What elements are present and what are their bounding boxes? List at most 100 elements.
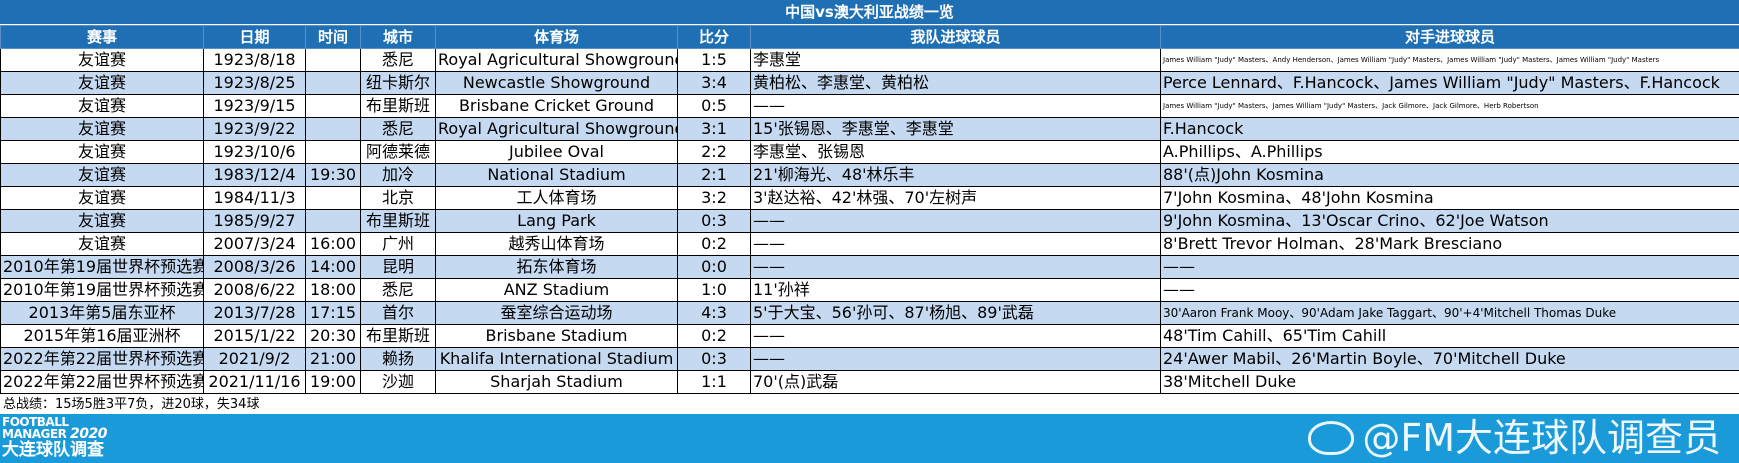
cell-opponent-scorers: James William "Judy" Masters、Andy Hender… xyxy=(1160,48,1739,72)
col-header-opponent-scorers: 对手进球球员 xyxy=(1160,25,1739,49)
table-row: 友谊赛 1985/9/27 布里斯班 Lang Park 0:3 —— 9'John Kos… xyxy=(0,209,1739,233)
cell-score: 1:5 xyxy=(677,48,751,72)
cell-score: 1:0 xyxy=(677,278,751,302)
logo-line1: FOOTBALL xyxy=(2,415,69,429)
cell-competition: 友谊赛 xyxy=(0,48,204,72)
cell-city: 悉尼 xyxy=(360,117,436,141)
cell-time: 14:00 xyxy=(305,255,361,279)
cell-competition: 友谊赛 xyxy=(0,140,204,164)
cell-stadium: Lang Park xyxy=(435,209,678,233)
cell-score: 0:0 xyxy=(677,255,751,279)
cell-opponent-scorers: —— xyxy=(1160,255,1739,279)
cell-date: 1984/11/3 xyxy=(203,186,306,210)
table-title: 中国vs澳大利亚战绩一览 xyxy=(0,0,1739,25)
cell-our-scorers: —— xyxy=(750,94,1161,118)
cell-time xyxy=(305,48,361,72)
col-header-city: 城市 xyxy=(360,25,436,49)
cell-opponent-scorers: 8'Brett Trevor Holman、28'Mark Bresciano xyxy=(1160,232,1739,256)
cell-competition: 2015年第16届亚洲杯 xyxy=(0,324,204,348)
cell-score: 0:2 xyxy=(677,324,751,348)
col-header-competition: 赛事 xyxy=(0,25,204,49)
cell-date: 2021/11/16 xyxy=(203,370,306,394)
cell-city: 沙迦 xyxy=(360,370,436,394)
cell-stadium: Brisbane Cricket Ground xyxy=(435,94,678,118)
logo-line3: 大连球队调查 xyxy=(2,440,104,460)
cell-stadium: Brisbane Stadium xyxy=(435,324,678,348)
cell-city: 首尔 xyxy=(360,301,436,325)
cell-stadium: Jubilee Oval xyxy=(435,140,678,164)
cell-time: 18:00 xyxy=(305,278,361,302)
cell-opponent-scorers: 24'Awer Mabil、26'Martin Boyle、70'Mitchel… xyxy=(1160,347,1739,371)
cell-our-scorers: 21'柳海光、48'林乐丰 xyxy=(750,163,1161,187)
cell-score: 3:2 xyxy=(677,186,751,210)
weibo-icon xyxy=(1308,420,1355,455)
cell-stadium: 工人体育场 xyxy=(435,186,678,210)
cell-our-scorers: —— xyxy=(750,209,1161,233)
cell-city: 布里斯班 xyxy=(360,209,436,233)
cell-our-scorers: —— xyxy=(750,255,1161,279)
cell-competition: 友谊赛 xyxy=(0,232,204,256)
table-row: 2013年第5届东亚杯 2013/7/28 17:15 首尔 蚕室综合运动场 4:3 5'于… xyxy=(0,301,1739,325)
cell-time xyxy=(305,71,361,95)
cell-stadium: Royal Agricultural Showground xyxy=(435,117,678,141)
table-row: 友谊赛 1983/12/4 19:30 加冷 National Stadium 2:1 21… xyxy=(0,163,1739,187)
cell-our-scorers: —— xyxy=(750,324,1161,348)
cell-our-scorers: 黄柏松、李惠堂、黄柏松 xyxy=(750,71,1161,95)
cell-date: 1923/9/15 xyxy=(203,94,306,118)
weibo-watermark: @FM大连球队调查员 xyxy=(1308,414,1721,463)
cell-time xyxy=(305,140,361,164)
cell-our-scorers: 5'于大宝、56'孙可、87'杨旭、89'武磊 xyxy=(750,301,1161,325)
summary-text: 总战绩：15场5胜3平7负，进20球，失34球 xyxy=(0,394,1739,416)
cell-time: 20:30 xyxy=(305,324,361,348)
cell-score: 3:4 xyxy=(677,71,751,95)
cell-city: 悉尼 xyxy=(360,48,436,72)
col-header-stadium: 体育场 xyxy=(435,25,678,49)
cell-date: 1923/8/18 xyxy=(203,48,306,72)
cell-opponent-scorers: Perce Lennard、F.Hancock、James William "J… xyxy=(1160,71,1739,95)
cell-competition: 2013年第5届东亚杯 xyxy=(0,301,204,325)
logo-line2: MANAGER 2020 xyxy=(2,427,108,441)
fm-logo: FOOTBALL MANAGER 2020 大连球队调查 xyxy=(2,415,108,460)
cell-our-scorers: 3'赵达裕、42'林强、70'左树声 xyxy=(750,186,1161,210)
cell-stadium: National Stadium xyxy=(435,163,678,187)
cell-competition: 友谊赛 xyxy=(0,186,204,210)
cell-date: 1983/12/4 xyxy=(203,163,306,187)
cell-opponent-scorers: 30'Aaron Frank Mooy、90'Adam Jake Taggart… xyxy=(1160,301,1739,325)
cell-competition: 友谊赛 xyxy=(0,117,204,141)
cell-our-scorers: 11'孙祥 xyxy=(750,278,1161,302)
logo-line2-text: MANAGER xyxy=(2,427,67,441)
cell-opponent-scorers: 38'Mitchell Duke xyxy=(1160,370,1739,394)
cell-our-scorers: —— xyxy=(750,232,1161,256)
cell-date: 1923/8/25 xyxy=(203,71,306,95)
table-row: 友谊赛 1984/11/3 北京 工人体育场 3:2 3'赵达裕、42'林强、70'左树声… xyxy=(0,186,1739,210)
cell-time: 19:00 xyxy=(305,370,361,394)
cell-opponent-scorers: 88'(点)John Kosmina xyxy=(1160,163,1739,187)
table-row: 2010年第19届世界杯预选赛 2008/3/26 14:00 昆明 拓东体育场 0:0—… xyxy=(0,255,1739,279)
cell-our-scorers: 70'(点)武磊 xyxy=(750,370,1161,394)
cell-score: 0:3 xyxy=(677,209,751,233)
match-table: 赛事 日期 时间 城市 体育场 比分 我队进球球员 对手进球球员 友谊赛 1923… xyxy=(0,25,1739,394)
cell-opponent-scorers: 48'Tim Cahill、65'Tim Cahill xyxy=(1160,324,1739,348)
cell-our-scorers: 15'张锡恩、李惠堂、李惠堂 xyxy=(750,117,1161,141)
col-header-our-scorers: 我队进球球员 xyxy=(750,25,1161,49)
col-header-score: 比分 xyxy=(677,25,751,49)
cell-competition: 友谊赛 xyxy=(0,163,204,187)
cell-stadium: Royal Agricultural Showground xyxy=(435,48,678,72)
table-row: 友谊赛 1923/8/18 悉尼 Royal Agricultural Showgro… xyxy=(0,48,1739,72)
cell-stadium: Sharjah Stadium xyxy=(435,370,678,394)
cell-stadium: 拓东体育场 xyxy=(435,255,678,279)
cell-score: 2:1 xyxy=(677,163,751,187)
cell-date: 1985/9/27 xyxy=(203,209,306,233)
cell-time: 21:00 xyxy=(305,347,361,371)
cell-score: 0:2 xyxy=(677,232,751,256)
col-header-date: 日期 xyxy=(203,25,306,49)
table-row: 友谊赛 1923/10/6 阿德莱德 Jubilee Oval 2:2 李惠堂、张锡恩 A.… xyxy=(0,140,1739,164)
cell-city: 悉尼 xyxy=(360,278,436,302)
cell-stadium: 蚕室综合运动场 xyxy=(435,301,678,325)
header-row: 赛事 日期 时间 城市 体育场 比分 我队进球球员 对手进球球员 xyxy=(0,25,1739,49)
cell-competition: 友谊赛 xyxy=(0,209,204,233)
col-header-time: 时间 xyxy=(305,25,361,49)
cell-city: 广州 xyxy=(360,232,436,256)
cell-score: 4:3 xyxy=(677,301,751,325)
cell-stadium: ANZ Stadium xyxy=(435,278,678,302)
